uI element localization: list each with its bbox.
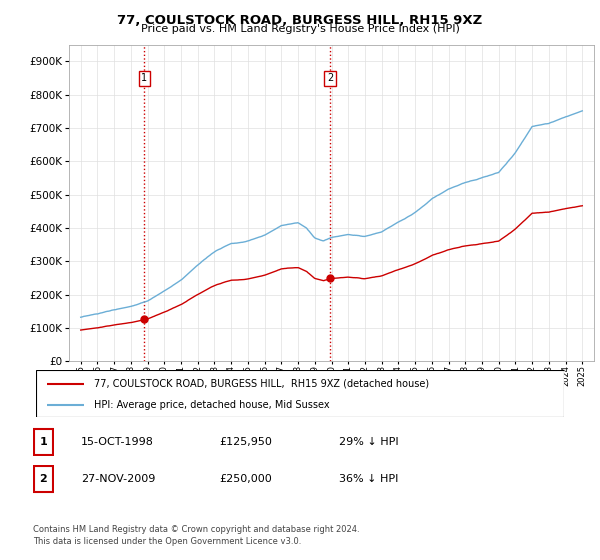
Text: 27-NOV-2009: 27-NOV-2009 [81,474,155,484]
Text: 29% ↓ HPI: 29% ↓ HPI [339,437,398,447]
Text: Contains HM Land Registry data © Crown copyright and database right 2024.
This d: Contains HM Land Registry data © Crown c… [33,525,359,546]
Text: HPI: Average price, detached house, Mid Sussex: HPI: Average price, detached house, Mid … [94,400,330,410]
FancyBboxPatch shape [34,429,53,455]
Text: 15-OCT-1998: 15-OCT-1998 [81,437,154,447]
Text: 2: 2 [40,474,47,484]
Text: 36% ↓ HPI: 36% ↓ HPI [339,474,398,484]
Text: 77, COULSTOCK ROAD, BURGESS HILL, RH15 9XZ: 77, COULSTOCK ROAD, BURGESS HILL, RH15 9… [118,14,482,27]
FancyBboxPatch shape [34,466,53,492]
Text: 2: 2 [327,73,333,83]
Text: 1: 1 [141,73,147,83]
Text: Price paid vs. HM Land Registry's House Price Index (HPI): Price paid vs. HM Land Registry's House … [140,24,460,34]
Text: 1: 1 [40,437,47,447]
Text: £250,000: £250,000 [219,474,272,484]
Text: 77, COULSTOCK ROAD, BURGESS HILL,  RH15 9XZ (detached house): 77, COULSTOCK ROAD, BURGESS HILL, RH15 9… [94,379,429,389]
Text: £125,950: £125,950 [219,437,272,447]
FancyBboxPatch shape [36,370,564,417]
